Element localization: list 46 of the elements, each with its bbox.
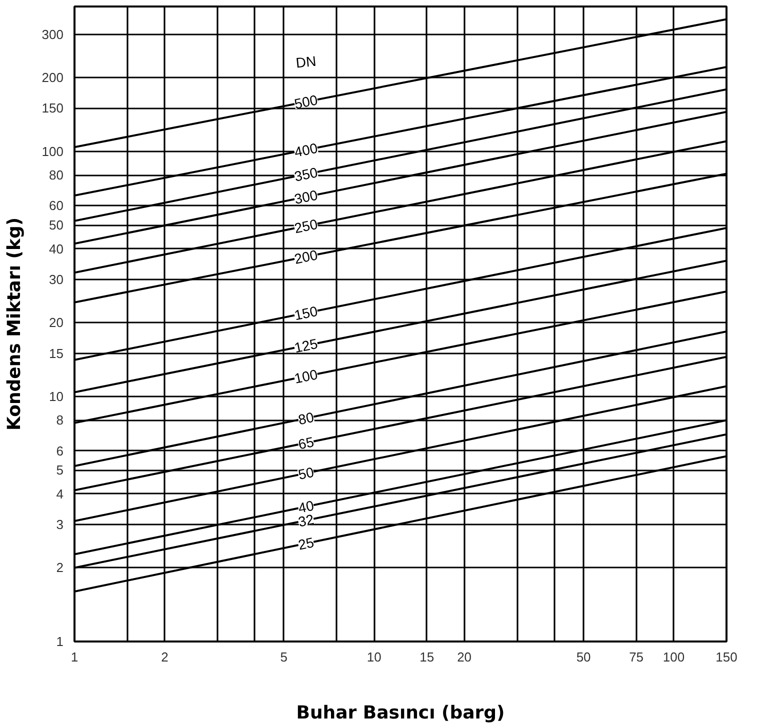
text: 25 [296, 534, 316, 553]
y-tick-label: 300 [42, 26, 64, 42]
y-tick-label: 5 [56, 462, 64, 478]
y-tick-label: 150 [42, 100, 64, 116]
x-tick-label: 1 [70, 650, 78, 664]
text: 50 [296, 464, 316, 483]
y-tick-label: 1 [56, 634, 64, 649]
text: 80 [296, 408, 316, 428]
text: 300 [292, 186, 320, 208]
legend-title: DN [295, 52, 317, 71]
text: 65 [296, 434, 316, 452]
text: 200 [292, 246, 320, 267]
x-tick-label: 15 [420, 650, 434, 664]
y-tick-label: 200 [42, 70, 64, 86]
y-tick-label: 6 [56, 443, 64, 458]
text: 32 [296, 510, 316, 530]
y-tick-label: 10 [49, 388, 64, 404]
y-tick-label: 20 [49, 315, 64, 330]
text: 125 [292, 335, 320, 356]
x-tick-label: 10 [366, 650, 382, 664]
text: 350 [292, 164, 320, 184]
x-tick-label: 100 [662, 650, 685, 664]
text: 150 [292, 302, 320, 324]
x-tick-label: 50 [576, 650, 591, 664]
y-tick-label: 80 [49, 168, 64, 183]
x-tick-label: 20 [457, 650, 472, 664]
y-tick-label: 3 [56, 517, 64, 532]
y-tick-label: 50 [49, 218, 64, 233]
y-axis-title: Kondens Miktarı (kg) [4, 217, 25, 431]
y-tick-label: 100 [42, 144, 64, 159]
x-tick-label: 2 [161, 650, 168, 664]
text: 500 [292, 92, 320, 112]
text: 100 [292, 366, 320, 386]
y-tick-label: 8 [56, 412, 64, 428]
y-tick-label: 40 [49, 241, 64, 256]
x-tick-label: 150 [716, 650, 738, 664]
x-axis-title: Buhar Basıncı (barg) [296, 702, 505, 724]
y-tick-label: 60 [49, 198, 64, 214]
text: 250 [292, 216, 320, 236]
y-tick-label: 4 [56, 486, 64, 502]
x-tick-label: 75 [629, 650, 644, 664]
y-tick-label: 30 [49, 272, 64, 287]
y-tick-label: 15 [49, 346, 64, 361]
y-tick-label: 2 [56, 560, 64, 576]
x-tick-label: 5 [280, 650, 288, 664]
text: 400 [292, 140, 320, 160]
